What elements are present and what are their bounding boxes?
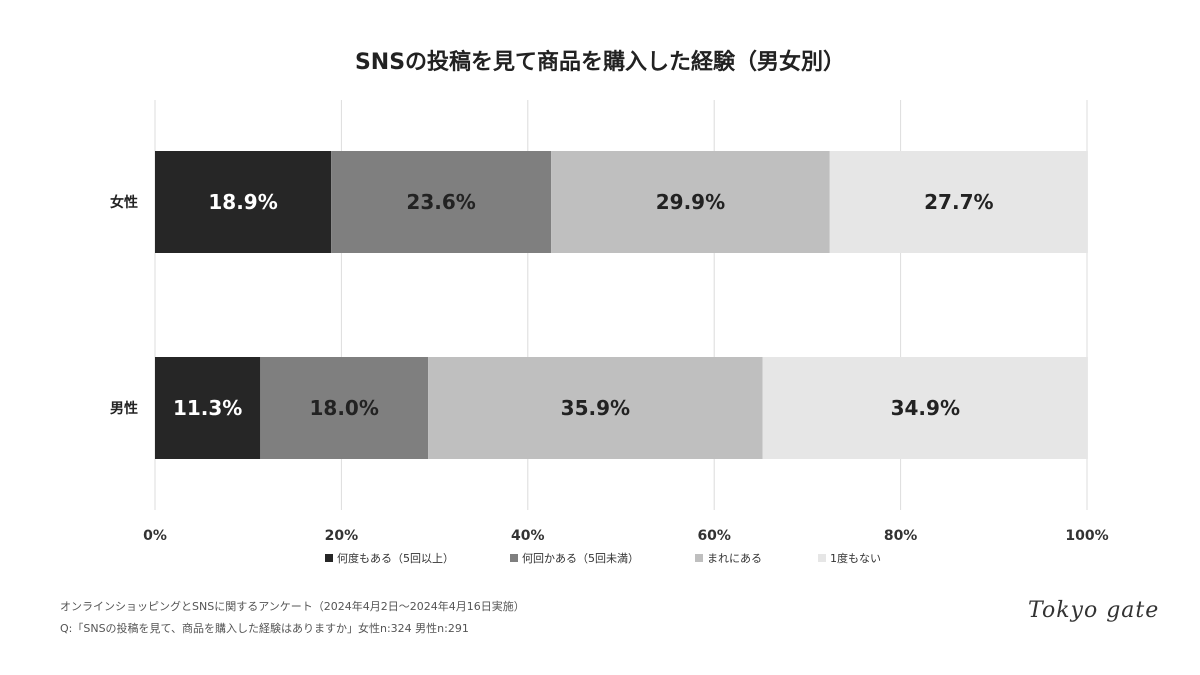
data-label: 11.3% bbox=[173, 396, 242, 420]
category-label: 男性 bbox=[110, 400, 138, 417]
legend-item: まれにある bbox=[695, 550, 762, 566]
legend-swatch bbox=[325, 554, 333, 562]
legend-label: まれにある bbox=[707, 552, 762, 565]
legend-item: 何回かある（5回未満） bbox=[510, 550, 639, 566]
chart-title: SNSの投稿を見て商品を購入した経験（男女別） bbox=[354, 50, 846, 75]
data-label: 27.7% bbox=[924, 190, 993, 214]
legend-label: 何回かある（5回未満） bbox=[522, 552, 639, 565]
bar-segment bbox=[762, 357, 1088, 459]
data-label: 23.6% bbox=[406, 190, 475, 214]
survey-note: オンラインショッピングとSNSに関するアンケート（2024年4月2日〜2024年… bbox=[60, 600, 525, 613]
legend-item: 1度もない bbox=[818, 550, 881, 566]
x-tick-label: 20% bbox=[325, 528, 359, 544]
legend-swatch bbox=[510, 554, 518, 562]
bar-segment bbox=[551, 151, 830, 253]
x-tick-label: 40% bbox=[511, 528, 545, 544]
bar-segment bbox=[829, 151, 1088, 253]
bar-segment bbox=[428, 357, 763, 459]
legend: 何度もある（5回以上） 何回かある（5回未満） まれにある 1度もない bbox=[0, 550, 1200, 566]
legend-swatch bbox=[818, 554, 826, 562]
bar-segment bbox=[155, 357, 261, 459]
tokyo-gate-logo: Tokyo gate bbox=[1028, 598, 1160, 623]
x-tick-label: 100% bbox=[1065, 528, 1108, 544]
bar-segment bbox=[331, 151, 552, 253]
x-tick-label: 80% bbox=[884, 528, 918, 544]
data-label: 34.9% bbox=[891, 396, 960, 420]
data-label: 29.9% bbox=[656, 190, 725, 214]
data-label: 18.0% bbox=[310, 396, 379, 420]
legend-label: 何度もある（5回以上） bbox=[337, 552, 454, 565]
data-label: 35.9% bbox=[561, 396, 630, 420]
question-note: Q:「SNSの投稿を見て、商品を購入した経験はありますか」女性n:324 男性n… bbox=[60, 622, 469, 635]
x-tick-label: 60% bbox=[697, 528, 731, 544]
bar-segment bbox=[260, 357, 429, 459]
x-tick-label: 0% bbox=[143, 528, 167, 544]
legend-label: 1度もない bbox=[830, 552, 881, 565]
data-label: 18.9% bbox=[208, 190, 277, 214]
legend-swatch bbox=[695, 554, 703, 562]
category-label: 女性 bbox=[110, 194, 138, 211]
legend-item: 何度もある（5回以上） bbox=[325, 550, 454, 566]
bar-segment bbox=[155, 151, 332, 253]
